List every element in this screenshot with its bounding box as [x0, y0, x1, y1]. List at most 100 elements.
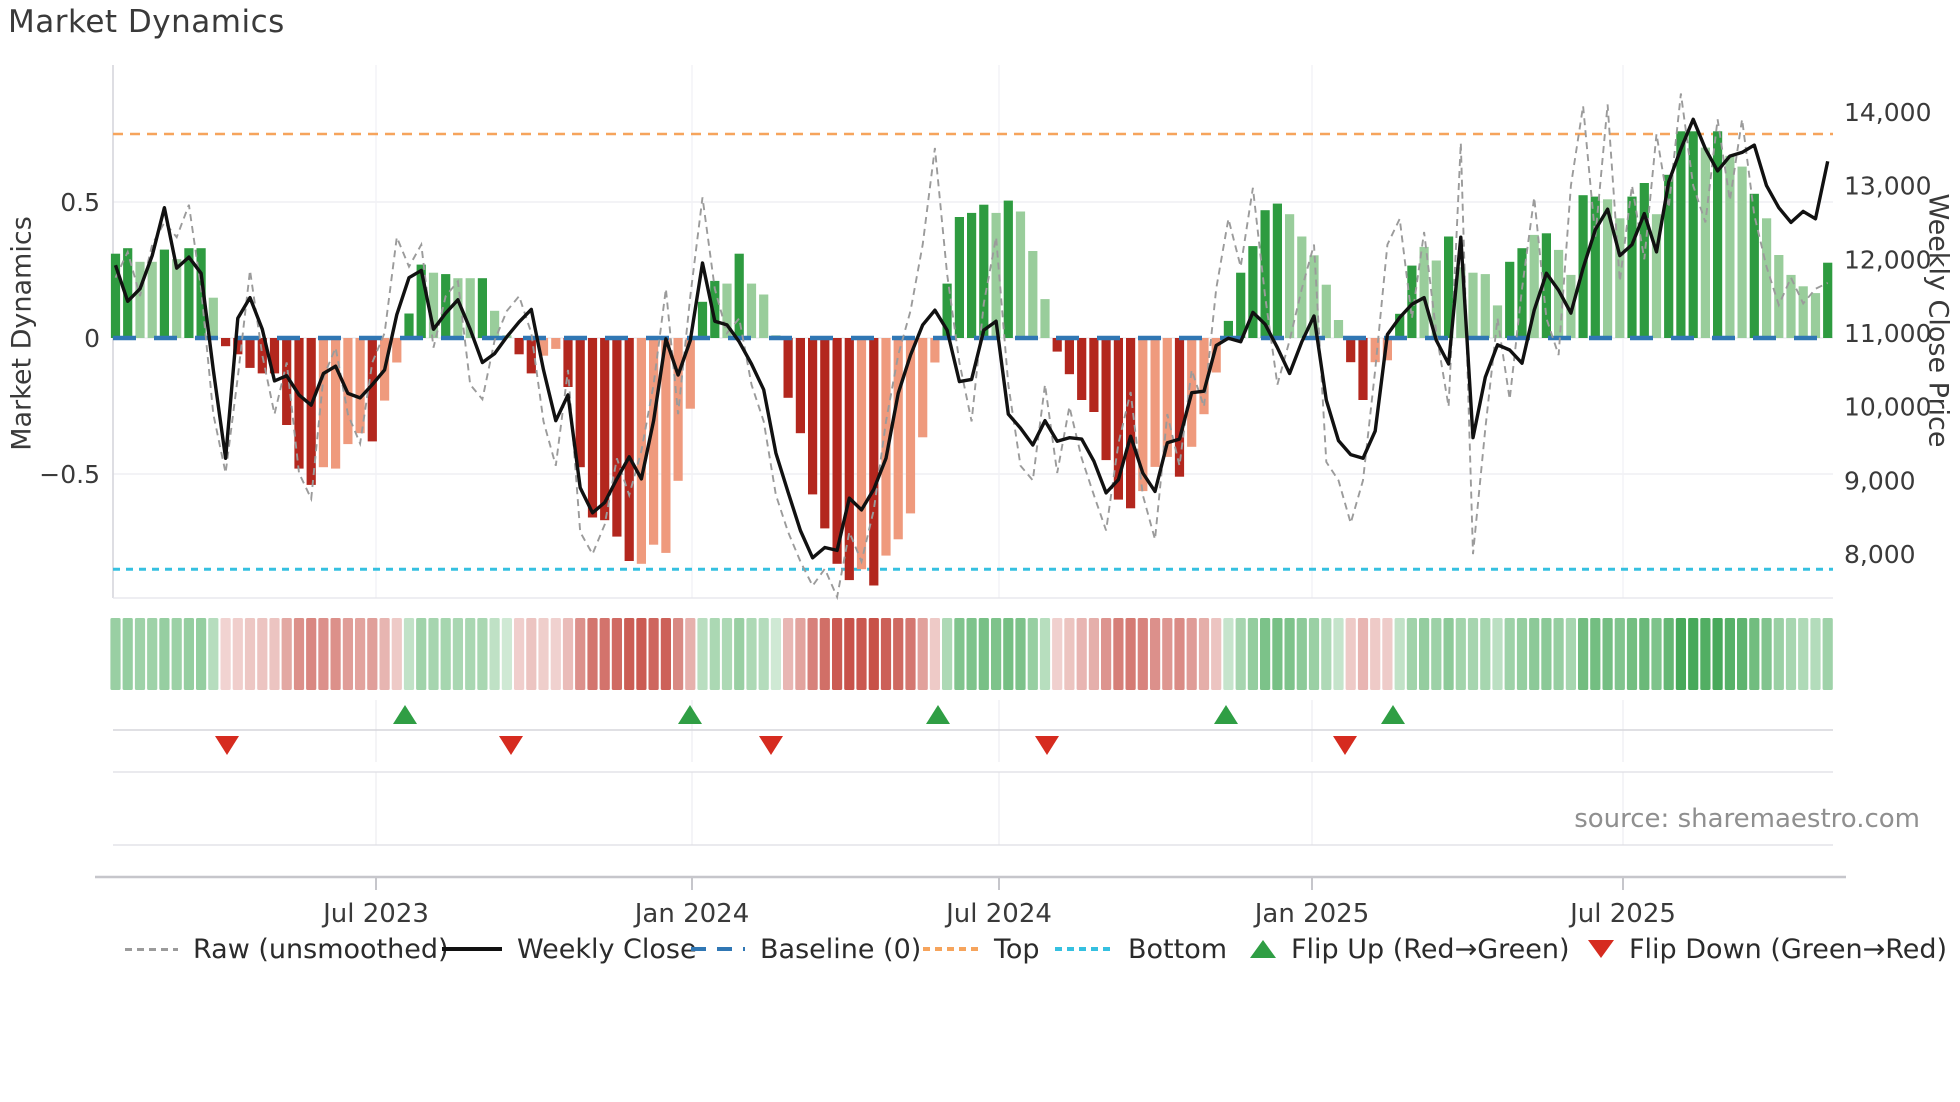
oscillator-bar — [1199, 338, 1209, 415]
baseline-swatch — [691, 947, 745, 951]
heatmap-cell — [1027, 618, 1038, 690]
oscillator-bar — [367, 338, 377, 442]
x-tick-label: Jan 2024 — [633, 899, 750, 929]
oscillator-bar — [159, 249, 169, 338]
heatmap-cell — [1064, 618, 1075, 690]
heatmap-cell — [978, 618, 989, 690]
heatmap-cell — [1015, 618, 1026, 690]
heatmap-cell — [514, 618, 525, 690]
heatmap-cell — [538, 618, 549, 690]
heatmap-cell — [1639, 618, 1650, 690]
heatmap-cell — [428, 618, 439, 690]
y-left-tick-label: −0.5 — [39, 460, 100, 489]
heatmap-cell — [685, 618, 696, 690]
heatmap-cell — [1125, 618, 1136, 690]
heatmap-cell — [171, 618, 182, 690]
y-right-tick-label: 14,000 — [1844, 98, 1931, 127]
heatmap-cell — [1101, 618, 1112, 690]
oscillator-bar — [808, 338, 818, 495]
oscillator-bar — [563, 338, 573, 387]
legend-label-top: Top — [994, 933, 1040, 965]
flip-up-marker — [393, 705, 417, 724]
oscillator-bar — [1260, 210, 1270, 338]
heatmap-cell — [1260, 618, 1271, 690]
heatmap-cell — [1333, 618, 1344, 690]
oscillator-bar — [453, 278, 463, 338]
heatmap-cell — [575, 618, 586, 690]
heatmap-cell — [819, 618, 830, 690]
x-tick-label: Jan 2025 — [1253, 899, 1370, 929]
oscillator-bar — [1370, 338, 1380, 363]
heatmap-cell — [770, 618, 781, 690]
heatmap-cell — [562, 618, 574, 690]
oscillator-bar — [1077, 338, 1087, 400]
oscillator-bar — [123, 248, 133, 338]
oscillator-bar — [1419, 246, 1429, 338]
oscillator-bar — [893, 338, 903, 540]
legend-item-flip-up: Flip Up (Red→Green) — [1250, 932, 1570, 966]
oscillator-bar — [392, 338, 402, 363]
oscillator-bar — [257, 338, 267, 374]
heatmap-cell — [1382, 618, 1393, 690]
oscillator-bar — [612, 338, 622, 537]
oscillator-bar — [1089, 338, 1099, 412]
y-right-tick-label: 13,000 — [1844, 172, 1931, 201]
bottom-line-swatch — [1055, 947, 1113, 951]
oscillator-bar — [441, 274, 451, 338]
heatmap-cell — [391, 618, 402, 690]
heatmap-cell — [1284, 618, 1295, 690]
oscillator-bar — [832, 338, 842, 564]
heatmap-cell — [465, 618, 476, 690]
oscillator-bar — [1651, 214, 1662, 338]
heatmap-cell — [1516, 618, 1528, 690]
flip-down-marker — [759, 736, 783, 755]
flip-up-marker — [1381, 705, 1405, 724]
legend-label-raw: Raw (unsmoothed) — [193, 933, 449, 965]
heatmap-cell — [1467, 618, 1479, 690]
heatmap-cell — [244, 618, 256, 690]
oscillator-bar — [1174, 338, 1185, 477]
chart-title: Market Dynamics — [8, 4, 285, 40]
oscillator-bar — [1810, 293, 1821, 338]
heatmap-cell — [440, 618, 451, 690]
heatmap-cell — [1675, 618, 1686, 690]
oscillator-bar — [1639, 183, 1649, 338]
heatmap-cell — [1162, 618, 1173, 690]
y-left-tick-label: 0.5 — [60, 188, 100, 217]
oscillator-bar — [1529, 234, 1539, 338]
oscillator-bar — [490, 310, 500, 338]
heatmap-cell — [1186, 618, 1197, 690]
oscillator-bar — [918, 338, 928, 438]
heatmap-cell — [856, 618, 867, 690]
heatmap-cell — [1076, 618, 1087, 690]
heatmap-cell — [1529, 618, 1540, 690]
oscillator-bar — [416, 264, 426, 338]
oscillator-bar — [746, 283, 757, 338]
heatmap-cell — [1651, 618, 1662, 690]
heatmap-cell — [1321, 618, 1332, 690]
y-right-tick-label: 12,000 — [1844, 245, 1931, 274]
heatmap-cell — [1223, 618, 1234, 690]
oscillator-bar — [1272, 203, 1282, 338]
oscillator-bar — [1786, 274, 1796, 338]
heatmap-cell — [220, 618, 231, 690]
heatmap-cell — [1443, 618, 1454, 690]
oscillator-bar — [1248, 246, 1258, 338]
heatmap-cell — [1480, 618, 1491, 690]
heatmap-cell — [1308, 618, 1320, 690]
heatmap-cell — [452, 618, 463, 690]
heatmap-cell — [832, 618, 843, 690]
heatmap-cell — [489, 618, 500, 690]
flip-down-marker — [215, 736, 239, 755]
oscillator-bar — [110, 253, 121, 338]
heatmap-cell — [196, 618, 207, 690]
right-axis-title: Weekly Close Price — [1922, 193, 1954, 448]
oscillator-bar — [1064, 338, 1074, 375]
oscillator-bar — [1150, 338, 1160, 467]
oscillator-bar — [710, 280, 720, 338]
oscillator-bar — [979, 204, 989, 338]
heatmap-cell — [844, 618, 855, 690]
heatmap-cell — [1614, 618, 1625, 690]
oscillator-bar — [856, 338, 867, 570]
